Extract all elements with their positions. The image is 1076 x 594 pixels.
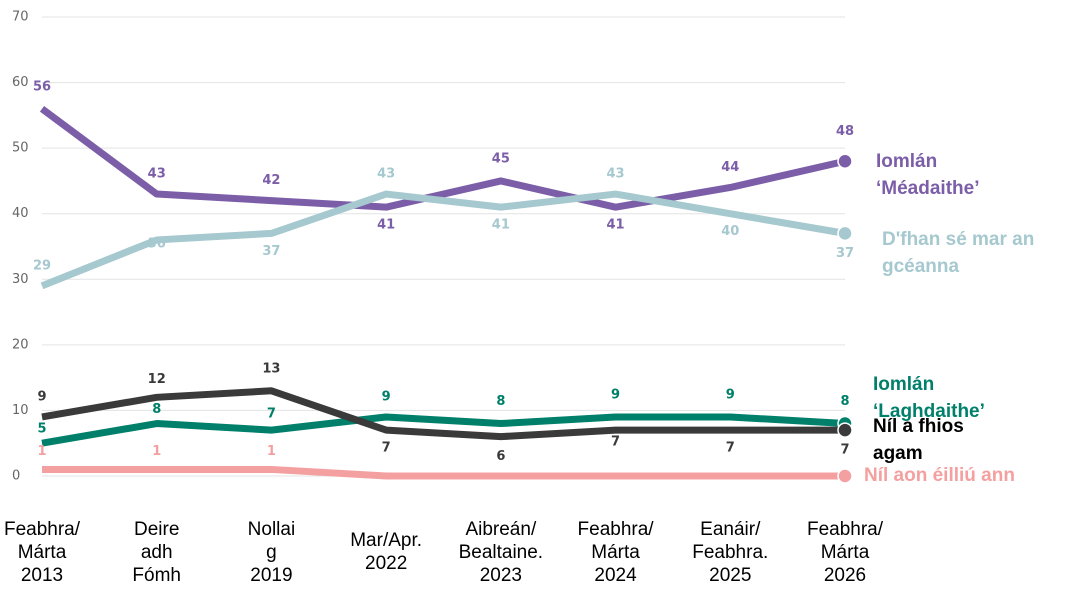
x-tick-label: Feabhra/ Márta 2026 xyxy=(806,518,884,586)
y-tick-label: 70 xyxy=(12,10,29,25)
data-label: 44 xyxy=(721,160,739,175)
data-label: 9 xyxy=(726,387,735,402)
x-tick-label: Mar/Apr. 2022 xyxy=(350,530,423,574)
data-label: 41 xyxy=(377,218,395,233)
data-label: 6 xyxy=(496,449,505,464)
data-label: 56 xyxy=(33,79,51,94)
end-marker xyxy=(837,468,853,484)
y-tick-label: 60 xyxy=(12,75,29,90)
data-label: 7 xyxy=(611,435,620,450)
series-line xyxy=(41,387,845,441)
end-marker xyxy=(837,422,853,438)
data-label: 8 xyxy=(496,394,505,409)
x-tick-label: Nollai g 2019 xyxy=(247,518,296,586)
data-label: 9 xyxy=(382,389,391,404)
data-label: 43 xyxy=(148,167,166,182)
data-label: 7 xyxy=(726,441,735,456)
y-tick-label: 50 xyxy=(12,141,29,156)
series-line xyxy=(41,413,846,447)
data-label: 8 xyxy=(152,402,161,417)
legend-label: Níl aon éilliú ann xyxy=(864,465,1015,486)
data-label: 37 xyxy=(262,244,280,259)
data-label: 29 xyxy=(33,258,51,273)
x-tick-label: Aibreán/ Bealtaine. 2023 xyxy=(458,518,544,586)
data-label: 45 xyxy=(492,151,510,166)
legend-label: Iomlán ‘Laghdaithe’ xyxy=(873,374,985,422)
data-label: 1 xyxy=(267,444,276,459)
data-label: 5 xyxy=(37,422,46,437)
y-tick-label: 40 xyxy=(12,206,29,221)
end-marker xyxy=(837,225,853,242)
data-label: 41 xyxy=(607,218,625,233)
data-label: 1 xyxy=(152,444,161,459)
data-label: 1 xyxy=(37,444,46,459)
legend-label: Iomlán ‘Méadaithe’ xyxy=(876,151,980,199)
x-tick-label: Feabhra/ Márta 2013 xyxy=(3,518,81,586)
data-label: 7 xyxy=(840,443,849,458)
data-label: 9 xyxy=(37,389,46,404)
data-label: 36 xyxy=(148,236,166,251)
data-label: 41 xyxy=(492,218,510,233)
series-line xyxy=(42,465,845,480)
data-label: 37 xyxy=(836,246,854,261)
data-label: 8 xyxy=(840,394,849,409)
data-label: 48 xyxy=(836,124,854,139)
y-tick-label: 0 xyxy=(12,469,20,484)
x-tick-label: Deire adh Fómh xyxy=(132,518,181,586)
end-marker xyxy=(837,153,853,170)
y-tick-label: 20 xyxy=(12,337,29,352)
data-label: 42 xyxy=(262,173,280,188)
series-line xyxy=(40,190,846,290)
data-label: 7 xyxy=(267,407,276,422)
y-tick-label: 30 xyxy=(12,272,29,287)
legend-label: D'fhan sé mar an gcéanna xyxy=(882,229,1035,277)
series-line xyxy=(39,105,846,211)
legend-label: Níl a fhios agam xyxy=(873,416,964,464)
y-tick-label: 10 xyxy=(12,403,29,418)
data-label: 43 xyxy=(607,167,625,182)
data-label: 13 xyxy=(262,361,280,376)
data-label: 9 xyxy=(611,387,620,402)
x-tick-label: Eanáir/ Feabhra. 2025 xyxy=(692,518,769,586)
data-label: 40 xyxy=(721,224,739,239)
data-label: 43 xyxy=(377,167,395,182)
data-label: 12 xyxy=(148,372,166,387)
x-tick-label: Feabhra/ Márta 2024 xyxy=(577,518,654,586)
data-label: 7 xyxy=(382,441,391,456)
